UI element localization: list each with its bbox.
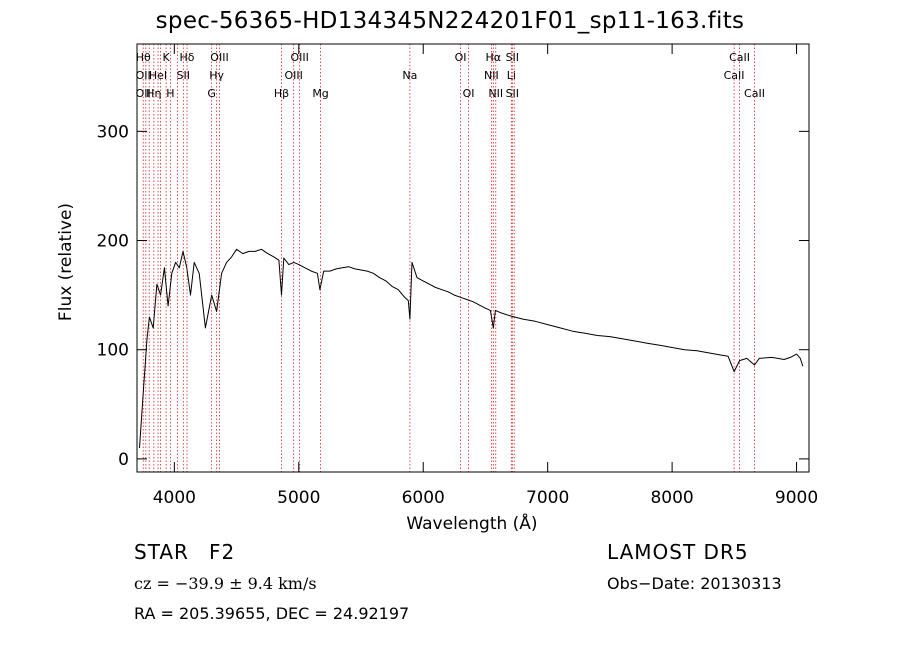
spectral-line-label: K	[163, 51, 171, 64]
spectral-line-label: OI	[455, 51, 467, 64]
x-tick-label: 5000	[277, 488, 320, 508]
spectral-line-label: G	[207, 87, 216, 100]
x-axis: 4000 5000 6000 7000 8000 9000	[153, 44, 818, 508]
object-subclass: F2	[209, 540, 236, 564]
spectral-line-label: Hα	[486, 51, 502, 64]
spectral-line-label: Mg	[312, 87, 328, 100]
spectral-line-label: CaII	[744, 87, 765, 100]
spectral-line-label: Hθ	[136, 51, 151, 64]
x-tick-label: 8000	[650, 488, 693, 508]
x-tick-label: 7000	[526, 488, 569, 508]
plot-frame	[136, 43, 810, 473]
y-tick-label: 200	[97, 232, 129, 252]
line-labels: HθOIIOIIHηHeIKHSIIHδGHγOIIIHβOIIIOIIIMgN…	[136, 51, 765, 100]
y-tick-label: 300	[97, 122, 129, 142]
spectrum-line	[139, 248, 804, 449]
y-axis: 0 100 200 300	[97, 122, 809, 470]
x-tick-label: 9000	[775, 488, 818, 508]
spectral-line-label: OIII	[284, 69, 302, 82]
spectral-line-label: Hδ	[180, 51, 195, 64]
spectral-line-label: OII	[136, 87, 151, 100]
spectral-line-label: OIII	[210, 51, 228, 64]
spectral-line-label: SII	[177, 69, 190, 82]
spectral-line-label: NII	[484, 69, 499, 82]
spectrum-series	[139, 248, 804, 449]
spectral-line-label: NII	[488, 87, 503, 100]
y-tick-label: 100	[97, 341, 129, 361]
spectral-line-label: OII	[136, 69, 151, 82]
y-tick-label: 0	[118, 450, 129, 470]
spectral-line-label: Na	[402, 69, 417, 82]
line-markers	[142, 44, 755, 472]
spectral-line-label: H	[166, 87, 174, 100]
redshift-readout: cz = −39.9 ± 9.4 km/s	[134, 574, 317, 593]
spectral-line-label: OIII	[290, 51, 308, 64]
spectral-line-label: Li	[507, 69, 516, 82]
spectral-line-label: Hγ	[209, 69, 224, 82]
y-axis-label: Flux (relative)	[56, 203, 76, 321]
coordinates-readout: RA = 205.39655, DEC = 24.92197	[134, 604, 410, 623]
object-class: STAR	[134, 540, 189, 564]
x-axis-label: Wavelength (Å)	[406, 512, 537, 534]
spectral-line-label: SII	[506, 51, 519, 64]
spectral-line-label: Hη	[146, 87, 161, 100]
observation-date: Obs−Date: 20130313	[607, 574, 782, 593]
spectral-line-label: Hβ	[274, 87, 289, 100]
chart-title: spec-56365-HD134345N224201F01_sp11-163.f…	[155, 8, 745, 34]
spectral-line-label: OI	[463, 87, 475, 100]
survey-name: LAMOST DR5	[607, 540, 749, 564]
spectral-line-label: HeI	[149, 69, 167, 82]
spectral-line-label: CaII	[729, 51, 750, 64]
x-tick-label: 4000	[153, 488, 196, 508]
spectral-line-label: CaII	[724, 69, 745, 82]
x-tick-label: 6000	[402, 488, 445, 508]
spectral-line-label: SII	[506, 87, 519, 100]
